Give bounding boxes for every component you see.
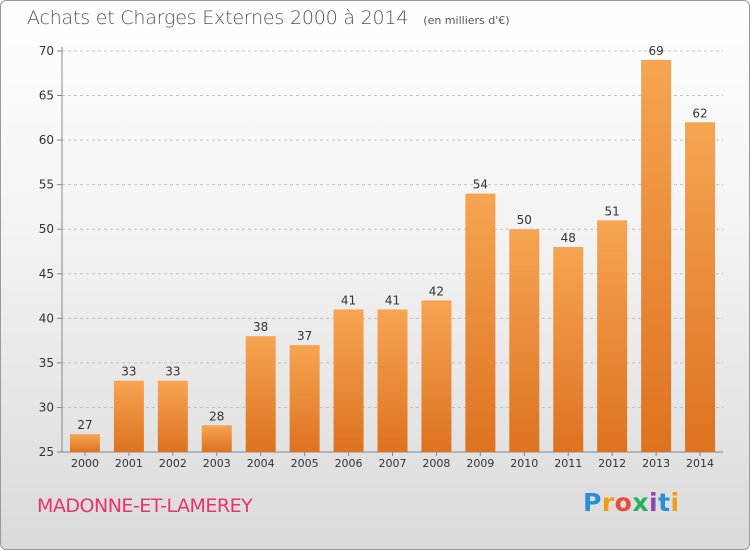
bar-value-label: 38 [253,320,268,334]
brand-letter: P [583,488,602,517]
x-tick-label: 2012 [598,457,626,470]
bar [597,220,628,452]
bar-value-label: 37 [297,329,312,343]
bar-value-label: 62 [692,106,707,120]
title-row: Achats et Charges Externes 2000 à 2014 (… [27,7,510,29]
bar [685,122,716,453]
y-tick-label: 50 [39,222,54,236]
bar [113,380,144,452]
y-tick-label: 35 [39,356,54,370]
bar [553,247,584,452]
x-tick-label: 2006 [335,457,363,470]
bar [421,300,452,452]
bar [509,229,540,452]
bar-value-label: 51 [605,204,620,218]
x-tick-label: 2008 [422,457,450,470]
x-tick-label: 2005 [291,457,319,470]
bar-value-label: 28 [209,409,224,423]
x-tick-label: 2003 [203,457,231,470]
brand-logo: Proxiti [583,488,680,517]
bar-value-label: 54 [473,178,488,192]
bar [333,309,364,452]
bar-value-label: 41 [341,293,356,307]
x-tick-label: 2009 [466,457,494,470]
x-tick-label: 2002 [159,457,187,470]
chart-title: Achats et Charges Externes 2000 à 2014 [27,7,409,29]
x-tick-label: 2004 [247,457,275,470]
x-tick-label: 2000 [71,457,99,470]
bar [641,59,672,453]
brand-letter: i [649,488,659,517]
bar-value-label: 69 [648,44,663,58]
y-tick-label: 65 [39,89,54,103]
brand-letter: r [601,488,615,517]
brand-letter: i [670,488,680,517]
bar [201,425,232,452]
bar-value-label: 33 [165,365,180,379]
y-tick-label: 30 [39,400,54,414]
bar [465,193,496,453]
y-tick-label: 60 [39,133,54,147]
x-tick-label: 2001 [115,457,143,470]
bar-value-label: 27 [77,418,92,432]
x-tick-label: 2014 [686,457,714,470]
bar [245,336,276,452]
x-tick-label: 2013 [642,457,670,470]
bar-value-label: 33 [121,365,136,379]
bar-value-label: 50 [517,213,532,227]
bar [157,380,188,452]
commune-name: MADONNE-ET-LAMEREY [37,495,253,517]
bar [289,345,320,452]
bar [377,309,408,452]
brand-letter: t [658,488,671,517]
brand-letter: o [614,488,633,517]
y-tick-label: 70 [39,44,54,58]
y-tick-label: 25 [39,445,54,459]
brand-letter: x [632,488,649,517]
bar-value-label: 41 [385,293,400,307]
unit-note: (en milliers d'€) [423,14,510,27]
y-tick-label: 55 [39,178,54,192]
y-tick-label: 45 [39,267,54,281]
y-tick-label: 40 [39,311,54,325]
bar-value-label: 48 [561,231,576,245]
x-tick-label: 2007 [379,457,407,470]
x-tick-label: 2011 [554,457,582,470]
bar [69,434,100,452]
bar-value-label: 42 [429,285,444,299]
x-tick-label: 2010 [510,457,538,470]
